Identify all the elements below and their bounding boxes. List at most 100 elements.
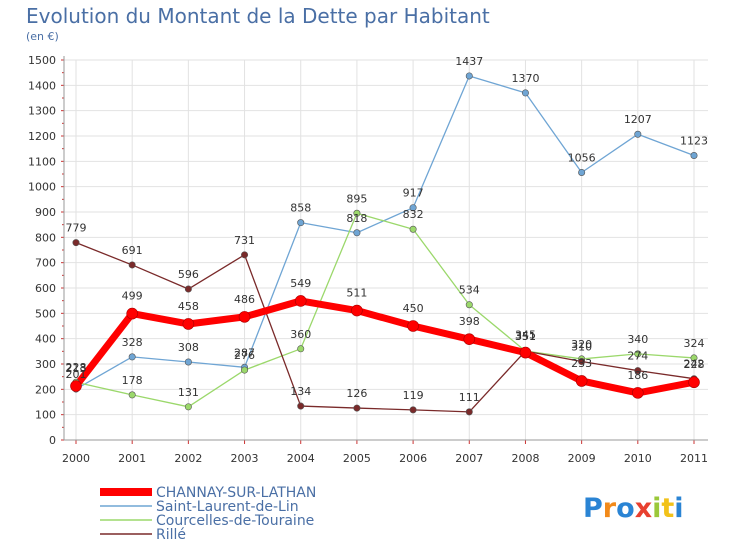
series-point-3[interactable] (409, 406, 417, 414)
data-label-1: 818 (346, 212, 367, 225)
y-tick-label: 300 (35, 358, 56, 371)
data-label-0: 499 (122, 290, 143, 303)
series-point-2[interactable] (353, 209, 361, 217)
series-point-0[interactable] (632, 387, 644, 399)
data-label-0: 213 (66, 362, 87, 375)
legend-label-0: CHANNAY-SUR-LATHAN (156, 485, 316, 501)
data-label-2: 178 (122, 374, 143, 387)
data-label-0: 233 (571, 357, 592, 370)
series-line-3 (75, 242, 695, 413)
legend-label-2: Courcelles-de-Touraine (156, 513, 314, 529)
data-label-0: 186 (627, 369, 648, 382)
data-label-1: 1056 (568, 151, 596, 164)
series-point-1[interactable] (184, 358, 192, 366)
legend-label-1: Saint-Laurent-de-Lin (156, 499, 299, 515)
data-label-0: 398 (459, 315, 480, 328)
plot-area (64, 60, 708, 440)
data-label-0: 458 (178, 300, 199, 313)
series-point-1[interactable] (690, 152, 698, 160)
x-tick-label: 2004 (287, 452, 315, 465)
series-point-2[interactable] (634, 350, 642, 358)
data-label-3: 274 (627, 350, 648, 363)
series-point-1[interactable] (465, 72, 473, 80)
series-point-3[interactable] (465, 408, 473, 416)
data-label-1: 308 (178, 341, 199, 354)
series-point-0[interactable] (126, 307, 138, 320)
series-point-3[interactable] (241, 251, 249, 259)
series-point-0[interactable] (351, 304, 363, 317)
data-label-0: 486 (234, 293, 255, 306)
x-tick-label: 2011 (680, 452, 708, 465)
data-label-2: 131 (178, 386, 199, 399)
series-point-0[interactable] (463, 333, 476, 345)
data-label-3: 126 (346, 387, 367, 400)
x-tick-label: 2003 (231, 452, 259, 465)
chart-title: Evolution du Montant de la Dette par Hab… (26, 4, 490, 28)
data-label-1: 328 (122, 336, 143, 349)
legend-label-3: Rillé (156, 527, 186, 543)
y-tick-label: 900 (35, 206, 56, 219)
logo-letter: o (616, 493, 635, 524)
data-label-2: 228 (66, 361, 87, 374)
logo-letter: i (674, 493, 683, 524)
y-tick-label: 1300 (28, 105, 56, 118)
series-point-3[interactable] (184, 285, 192, 293)
series-point-0[interactable] (238, 311, 251, 323)
data-label-2: 320 (571, 338, 592, 351)
series-point-1[interactable] (409, 204, 417, 212)
data-label-3: 242 (684, 358, 705, 371)
series-point-3[interactable] (578, 357, 586, 365)
data-label-2: 832 (403, 208, 424, 221)
logo-letter: x (635, 493, 652, 524)
data-label-0: 549 (290, 277, 311, 290)
data-label-1: 858 (290, 202, 311, 215)
data-label-1: 201 (66, 368, 87, 381)
y-tick-label: 700 (35, 257, 56, 270)
logo-letter: r (603, 493, 617, 524)
x-tick-label: 2009 (568, 452, 596, 465)
series-point-0[interactable] (575, 375, 588, 387)
series-line-1 (75, 75, 695, 390)
data-label-3: 691 (122, 244, 143, 257)
y-tick-label: 1100 (28, 155, 56, 168)
x-tick-label: 2000 (62, 452, 90, 465)
series-point-2[interactable] (297, 345, 305, 353)
logo-letter: t (661, 493, 674, 524)
series-point-2[interactable] (184, 403, 192, 411)
series-point-3[interactable] (72, 239, 80, 247)
series-point-1[interactable] (521, 89, 529, 97)
series-point-2[interactable] (241, 366, 249, 374)
series-point-0[interactable] (182, 318, 195, 330)
series-point-3[interactable] (128, 261, 136, 269)
data-label-2: 360 (290, 328, 311, 341)
series-point-2[interactable] (409, 225, 417, 233)
series-point-1[interactable] (578, 168, 586, 176)
data-label-0: 450 (403, 302, 424, 315)
series-point-1[interactable] (128, 353, 136, 361)
x-tick-label: 2010 (624, 452, 652, 465)
series-point-3[interactable] (297, 402, 305, 410)
series-point-1[interactable] (634, 130, 642, 138)
series-point-0[interactable] (407, 320, 419, 332)
chart-subtitle: (en €) (26, 30, 59, 43)
series-point-1[interactable] (353, 229, 361, 237)
series-point-0[interactable] (294, 295, 307, 307)
series-point-2[interactable] (690, 354, 698, 362)
series-point-1[interactable] (297, 219, 305, 227)
series-point-3[interactable] (353, 404, 361, 412)
series-point-2[interactable] (128, 391, 136, 399)
series-point-0[interactable] (70, 380, 82, 392)
series-point-2[interactable] (465, 301, 473, 309)
proxiti-logo: Proxiti (583, 493, 684, 524)
logo-letter: i (652, 493, 661, 524)
series-point-3[interactable] (634, 367, 642, 375)
series-point-0[interactable] (688, 376, 700, 389)
data-label-0: 511 (346, 287, 367, 300)
y-tick-label: 500 (35, 307, 56, 320)
data-label-2: 895 (346, 192, 367, 205)
data-label-3: 111 (459, 391, 480, 404)
series-point-0[interactable] (519, 346, 532, 359)
y-tick-label: 200 (35, 383, 56, 396)
